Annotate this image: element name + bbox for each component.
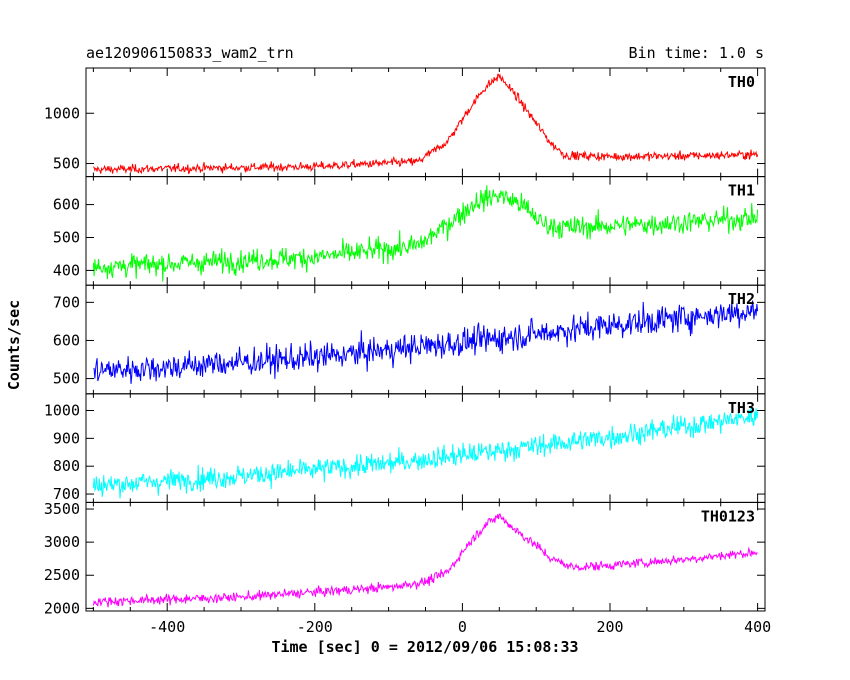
y-tick-label: 700 bbox=[53, 293, 80, 311]
y-tick-label: 500 bbox=[53, 228, 80, 246]
y-tick-label: 600 bbox=[53, 196, 80, 214]
series-line-th0 bbox=[93, 73, 759, 175]
panel-frame bbox=[85, 176, 766, 286]
y-tick-label: 800 bbox=[53, 457, 80, 475]
chart-title: ae120906150833_wam2_trn bbox=[86, 44, 294, 62]
y-tick-label: 700 bbox=[53, 485, 80, 503]
x-tick-label: -200 bbox=[297, 618, 333, 636]
y-tick-label: 2500 bbox=[44, 566, 80, 584]
x-tick-label: 0 bbox=[458, 618, 467, 636]
series-line-th2 bbox=[93, 300, 759, 384]
x-tick-label: 400 bbox=[744, 618, 771, 636]
y-tick-label: 1000 bbox=[44, 104, 80, 122]
y-tick-label: 400 bbox=[53, 261, 80, 279]
panel-label-th2: TH2 bbox=[728, 290, 755, 308]
series-line-th3 bbox=[92, 406, 759, 499]
panel-frame bbox=[85, 501, 766, 612]
y-tick-label: 3000 bbox=[44, 533, 80, 551]
x-tick-label: -400 bbox=[149, 618, 185, 636]
panel-label-th0123: TH0123 bbox=[701, 507, 755, 525]
panel-frame bbox=[85, 393, 766, 503]
series-line-th0123 bbox=[92, 513, 758, 608]
y-tick-label: 900 bbox=[53, 429, 80, 447]
y-axis-label: Counts/sec bbox=[5, 299, 23, 391]
panel-frame bbox=[85, 67, 766, 178]
y-tick-label: 3500 bbox=[44, 500, 80, 518]
x-axis-label: Time [sec] 0 = 2012/09/06 15:08:33 bbox=[271, 638, 579, 656]
x-tick-label: 200 bbox=[596, 618, 623, 636]
panel-label-th1: TH1 bbox=[728, 182, 755, 200]
y-tick-label: 500 bbox=[53, 370, 80, 388]
y-tick-label: 600 bbox=[53, 331, 80, 349]
y-tick-label: 1000 bbox=[44, 402, 80, 420]
series-line-th1 bbox=[92, 185, 759, 282]
y-tick-label: 2000 bbox=[44, 599, 80, 617]
y-tick-label: 500 bbox=[53, 155, 80, 173]
panel-label-th3: TH3 bbox=[728, 399, 755, 417]
panel-label-th0: TH0 bbox=[728, 73, 755, 91]
bin-time-label: Bin time: 1.0 s bbox=[628, 44, 764, 62]
